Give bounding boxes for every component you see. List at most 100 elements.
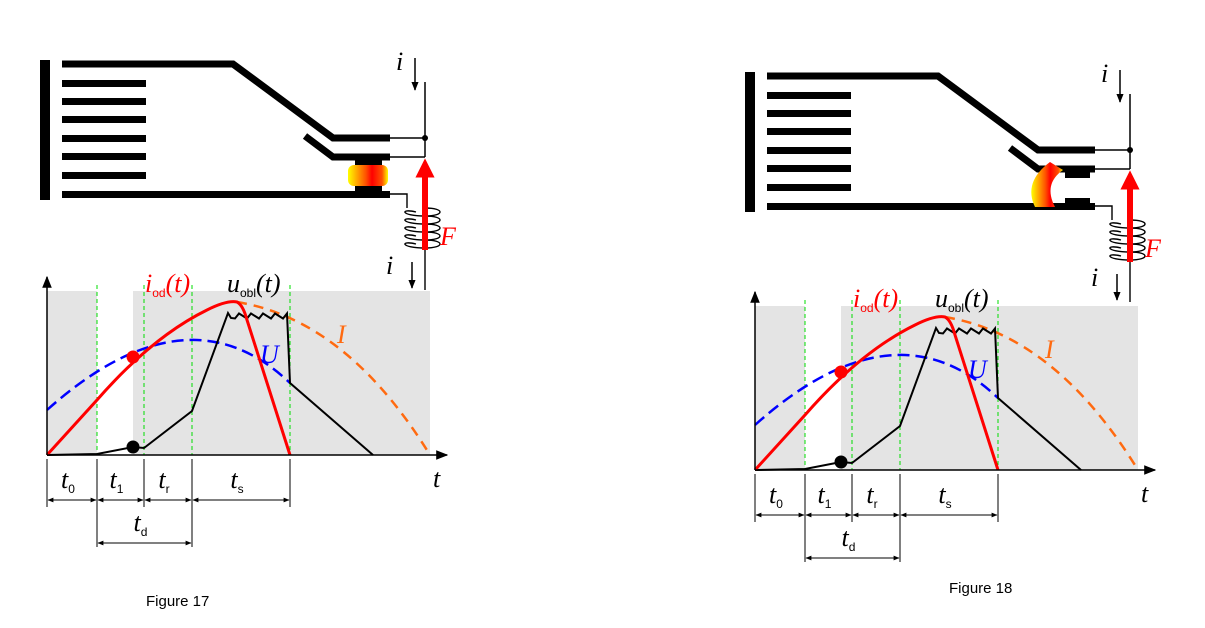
time-axis-label-main: t	[433, 464, 441, 493]
arc-voltage-label-main: u	[935, 284, 948, 313]
interval-td-label-subscript: d	[141, 525, 148, 539]
current-out-label: i	[386, 251, 393, 280]
white-band	[97, 291, 133, 455]
prospective-current-label: I	[336, 320, 347, 349]
time-axis-label: t	[1141, 479, 1149, 508]
arc-chute-splitter-plate	[62, 80, 146, 87]
current-label-main: i	[853, 284, 860, 313]
interval-tr-label: tr	[158, 465, 169, 496]
arc-voltage-label: uobl(t)	[935, 284, 989, 315]
arc-chute-splitter-plate	[767, 184, 851, 191]
interval-tr-label-subscript: r	[874, 497, 878, 511]
wire-junction-dot	[422, 135, 428, 141]
force-label-main: F	[1144, 234, 1162, 263]
electric-arc	[1031, 162, 1063, 207]
voltage-label-main: U	[260, 340, 281, 369]
arc-chute-splitter-plate	[62, 98, 146, 105]
prospective-current-label-main: I	[336, 320, 347, 349]
voltage-label: U	[968, 355, 989, 384]
interval-ts-label-subscript: s	[238, 482, 244, 496]
voltage-curve	[46, 338, 291, 411]
moving-contact-arm	[1007, 145, 1095, 173]
arc-voltage-label-tail: (t)	[964, 284, 989, 313]
interval-t1-label-subscript: 1	[825, 497, 832, 511]
breaker-mechanism: Fi i	[40, 47, 457, 290]
current-label-tail: (t)	[166, 269, 191, 298]
upper-arc-runner	[767, 72, 1095, 154]
current-in-label-main: i	[1101, 59, 1108, 88]
supply-wire	[1095, 94, 1131, 170]
trip-coil	[1095, 205, 1146, 302]
current-label-tail: (t)	[874, 284, 899, 313]
interval-t0-label-main: t	[61, 465, 69, 494]
interval-td-label-subscript: d	[849, 540, 856, 554]
interval-tr-label: tr	[866, 480, 877, 511]
arc-voltage-label: uobl(t)	[227, 269, 281, 300]
arc-chute-splitter-plate	[767, 147, 851, 154]
arc-chute-splitter-plate	[62, 116, 146, 123]
interval-t1-label: t1	[110, 465, 124, 496]
time-axis-label: t	[433, 464, 441, 493]
arc-chute-splitter-plate	[767, 92, 851, 99]
voltage-label-main: U	[968, 355, 989, 384]
current-in-label: i	[396, 47, 403, 76]
interval-t1-label-main: t	[110, 465, 118, 494]
contact-separation-voltage-dot	[834, 455, 848, 469]
interval-tr-label-subscript: r	[166, 482, 170, 496]
arc-voltage-label-main: u	[227, 269, 240, 298]
prospective-current-label: I	[1044, 335, 1055, 364]
interval-t0-label-main: t	[769, 480, 777, 509]
contact-separation-current-dot	[834, 365, 848, 379]
interval-tr-label-main: t	[158, 465, 166, 494]
current-label: iod(t)	[145, 269, 190, 300]
contact-separation-current-dot	[126, 350, 140, 364]
voltage-curve	[754, 353, 999, 426]
arc-chute-back-plate	[745, 72, 755, 212]
force-label: F	[439, 222, 457, 251]
electric-arc	[348, 165, 388, 186]
arc-chute-splitter-plate	[767, 165, 851, 172]
interval-t0-label-subscript: 0	[68, 482, 75, 496]
force-label-main: F	[439, 222, 457, 251]
arc-voltage-curve	[754, 325, 1082, 471]
moving-contact-tip	[1065, 172, 1090, 178]
arc-voltage-label-subscript: obl	[240, 286, 256, 300]
current-label-subscript: od	[152, 286, 165, 300]
current-in-label-main: i	[396, 47, 403, 76]
white-band	[805, 306, 841, 470]
current-label: iod(t)	[853, 284, 898, 315]
lower-arc-runner	[62, 191, 390, 198]
force-label: F	[1144, 234, 1162, 263]
arc-chute-splitter-plate	[767, 110, 851, 117]
lower-arc-runner	[767, 203, 1095, 210]
current-in-label: i	[1101, 59, 1108, 88]
current-label-subscript: od	[860, 301, 873, 315]
figure-caption: Figure 18	[949, 580, 1012, 597]
interval-ts-label: ts	[230, 465, 243, 496]
arc-chute-back-plate	[40, 60, 50, 200]
interval-tr-label-main: t	[866, 480, 874, 509]
arc-chute-splitter-plate	[62, 172, 146, 179]
current-out-label-main: i	[1091, 263, 1098, 292]
supply-wire	[390, 82, 426, 158]
arc-voltage-label-subscript: obl	[948, 301, 964, 315]
arc-voltage-label-tail: (t)	[256, 269, 281, 298]
voltage-label: U	[260, 340, 281, 369]
contact-separation-voltage-dot	[126, 440, 140, 454]
interval-ts-label-subscript: s	[946, 497, 952, 511]
current-out-label-main: i	[386, 251, 393, 280]
interval-td-label: td	[842, 523, 856, 554]
interval-td-label-main: t	[842, 523, 850, 552]
interval-t0-label: t0	[61, 465, 75, 496]
interval-ts-label: ts	[938, 480, 951, 511]
prospective-current-label-main: I	[1044, 335, 1055, 364]
interval-t1-label: t1	[818, 480, 832, 511]
moving-contact-tip	[355, 160, 382, 166]
fixed-contact-tip	[355, 186, 382, 192]
breaker-mechanism: Fi i	[745, 59, 1162, 302]
arc-chute-splitter-plate	[62, 153, 146, 160]
